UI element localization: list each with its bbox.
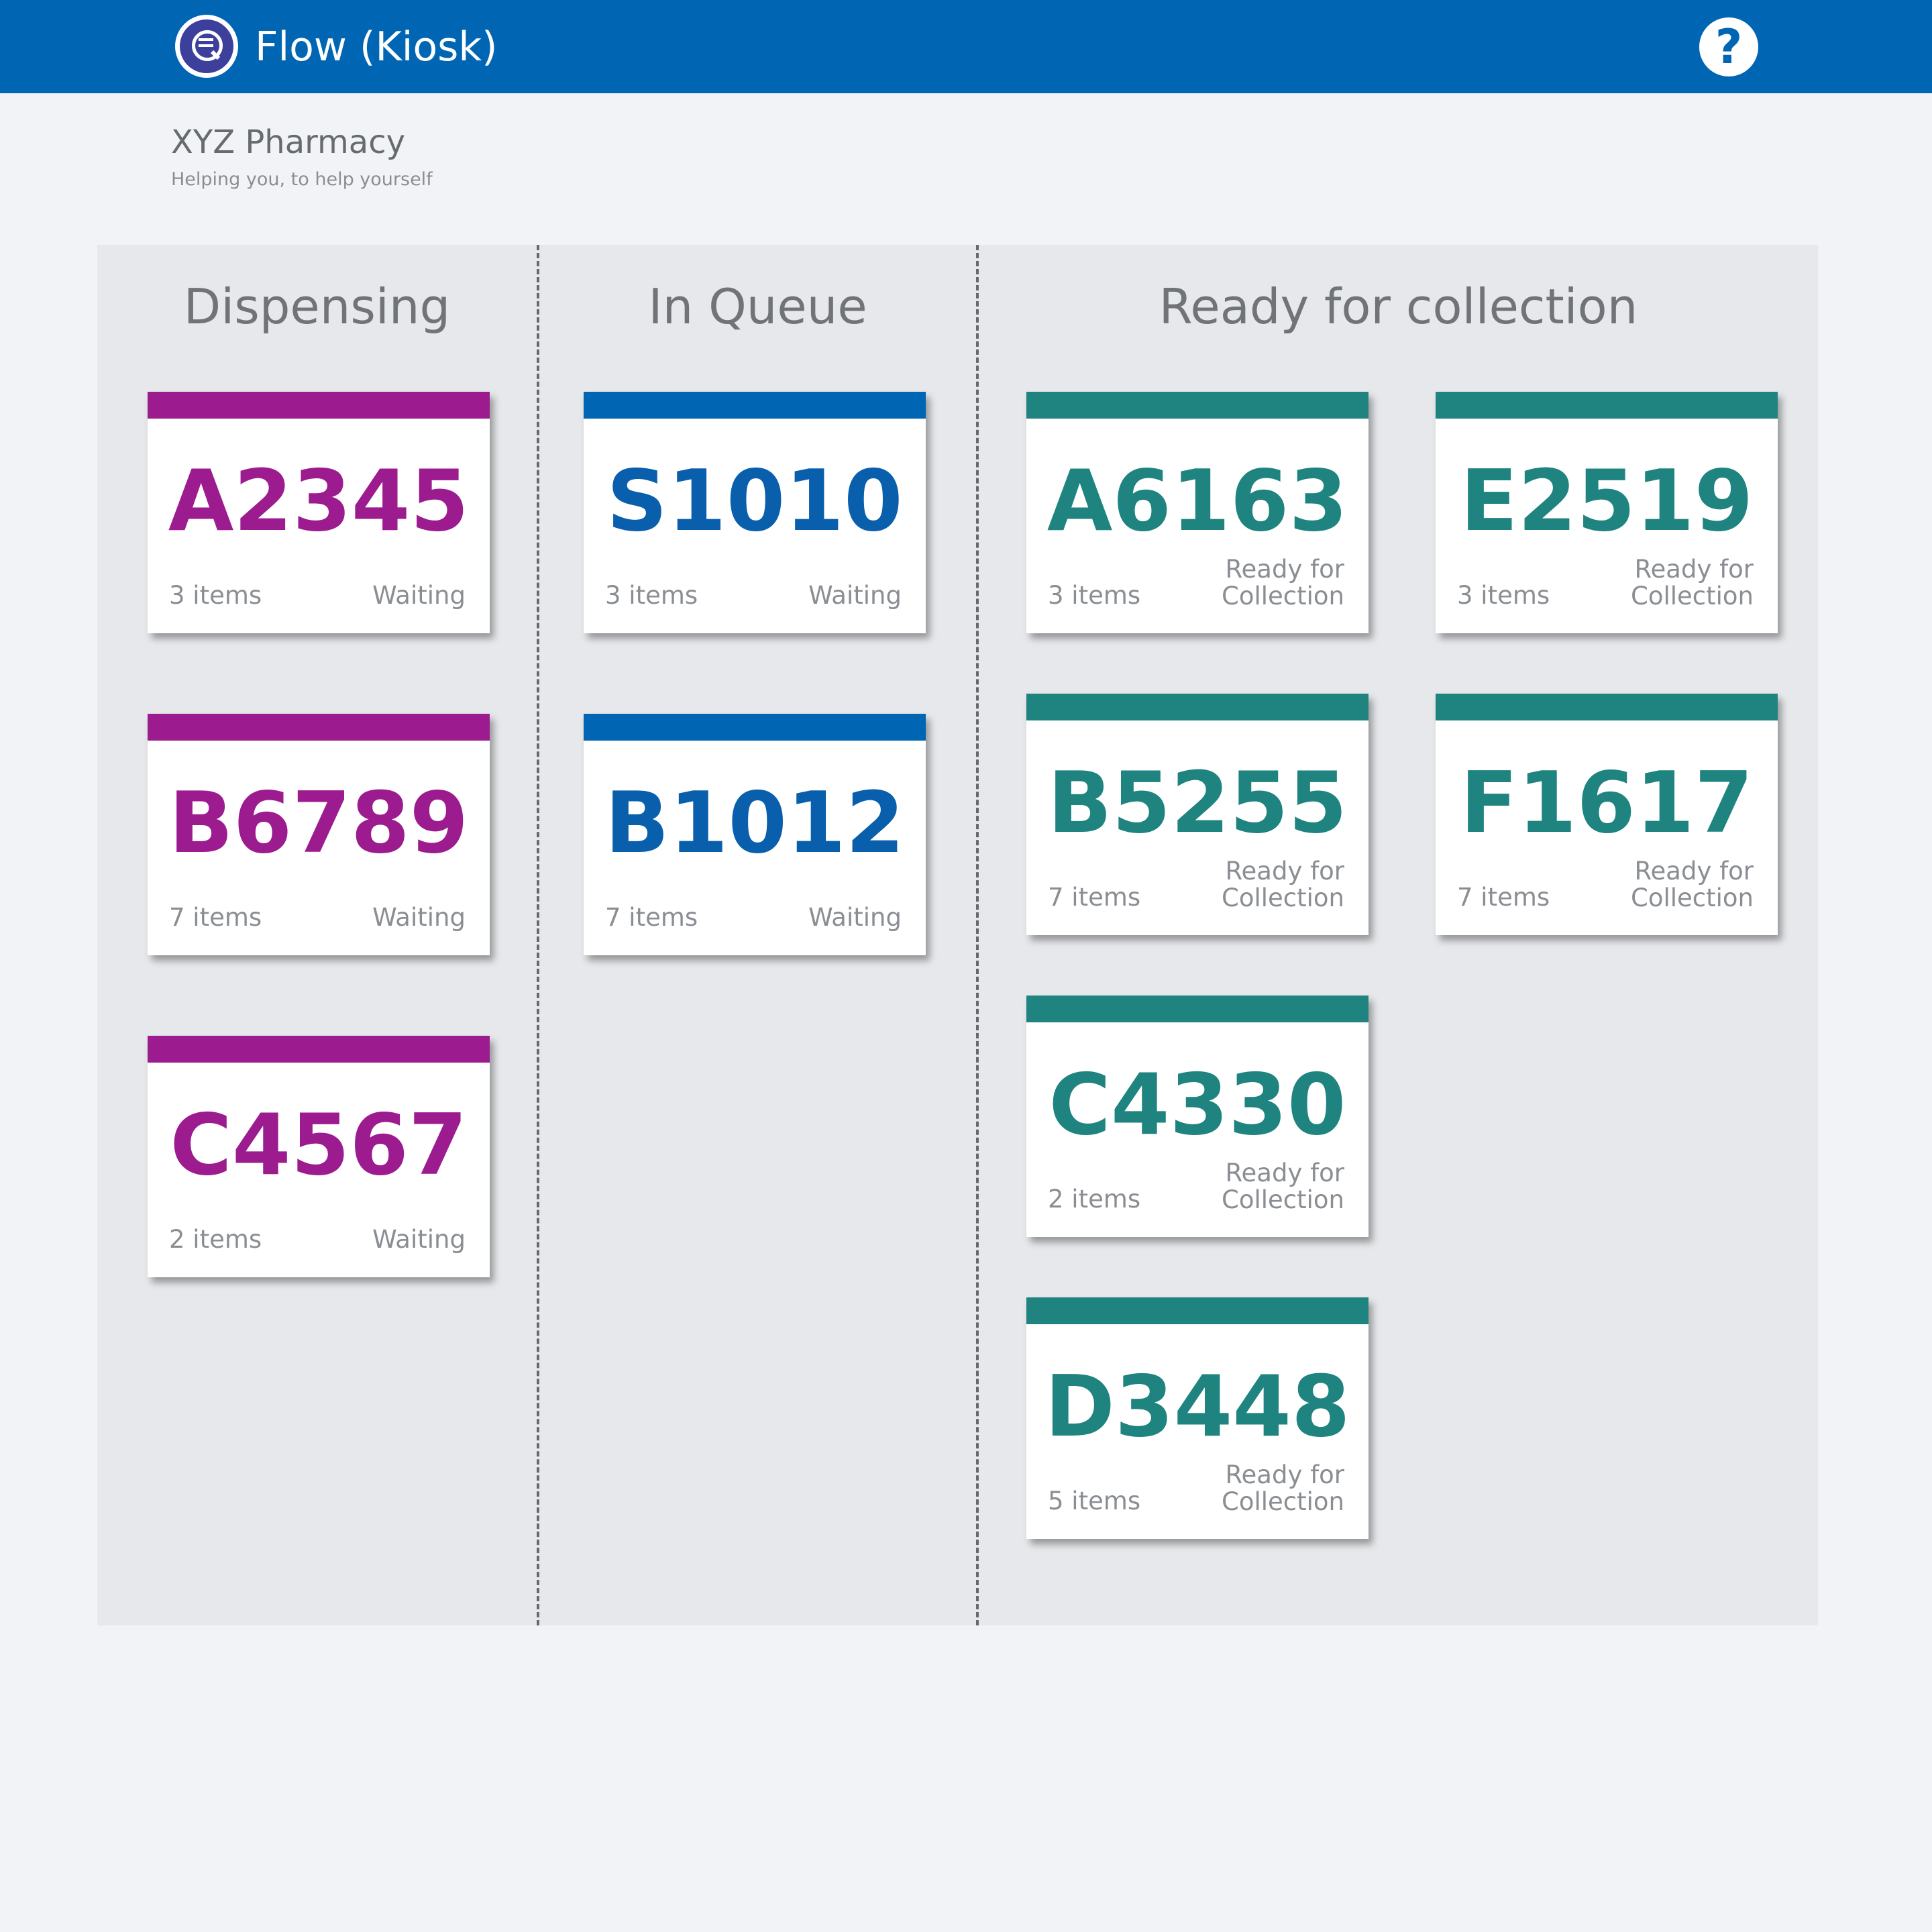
flow-logo-icon — [175, 15, 238, 78]
column-title-dispensing: Dispensing — [183, 278, 451, 335]
app-title: Flow (Kiosk) — [255, 23, 498, 70]
order-code: S1010 — [606, 451, 903, 550]
card-color-strip — [148, 392, 490, 419]
order-card-C4330[interactable]: C4330 2 items Ready for Collection — [1026, 996, 1368, 1237]
order-code: C4330 — [1049, 1055, 1346, 1154]
order-status: Ready for Collection — [1221, 1159, 1344, 1214]
item-count: 7 items — [605, 903, 698, 932]
order-status: Ready for Collection — [1221, 857, 1344, 912]
column-divider — [976, 245, 979, 1625]
order-card-S1010[interactable]: S1010 3 items Waiting — [584, 392, 926, 633]
card-color-strip — [148, 714, 490, 741]
order-status: Waiting — [808, 581, 902, 610]
card-color-strip — [1026, 392, 1368, 419]
card-color-strip — [584, 714, 926, 741]
top-bar: Flow (Kiosk) ? — [0, 0, 1932, 93]
order-status: Ready for Collection — [1221, 555, 1344, 610]
item-count: 7 items — [1048, 883, 1141, 912]
order-status: Waiting — [372, 903, 466, 932]
card-color-strip — [1026, 996, 1368, 1022]
order-card-B6789[interactable]: B6789 7 items Waiting — [148, 714, 490, 955]
order-code: C4567 — [170, 1095, 468, 1194]
help-icon[interactable]: ? — [1699, 17, 1758, 76]
column-divider — [537, 245, 539, 1625]
item-count: 3 items — [169, 581, 262, 610]
order-card-B1012[interactable]: B1012 7 items Waiting — [584, 714, 926, 955]
order-card-B5255[interactable]: B5255 7 items Ready for Collection — [1026, 694, 1368, 935]
order-card-A6163[interactable]: A6163 3 items Ready for Collection — [1026, 392, 1368, 633]
order-card-D3448[interactable]: D3448 5 items Ready for Collection — [1026, 1297, 1368, 1539]
order-status: Ready for Collection — [1221, 1460, 1344, 1516]
order-code: A6163 — [1046, 451, 1348, 550]
order-code: B1012 — [604, 773, 905, 872]
order-status: Waiting — [372, 1225, 466, 1254]
column-title-ready: Ready for collection — [1159, 278, 1638, 335]
item-count: 7 items — [169, 903, 262, 932]
order-status: Ready for Collection — [1630, 857, 1754, 912]
item-count: 2 items — [1048, 1185, 1141, 1214]
card-color-strip — [1436, 392, 1778, 419]
order-card-F1617[interactable]: F1617 7 items Ready for Collection — [1436, 694, 1778, 935]
order-code: D3448 — [1044, 1357, 1350, 1456]
order-code: A2345 — [168, 451, 470, 550]
card-color-strip — [1026, 1297, 1368, 1324]
item-count: 3 items — [605, 581, 698, 610]
order-status: Waiting — [372, 581, 466, 610]
order-card-A2345[interactable]: A2345 3 items Waiting — [148, 392, 490, 633]
card-color-strip — [148, 1036, 490, 1063]
item-count: 3 items — [1048, 581, 1141, 610]
order-code: B6789 — [168, 773, 469, 872]
item-count: 2 items — [169, 1225, 262, 1254]
order-status: Waiting — [808, 903, 902, 932]
pharmacy-tagline: Helping you, to help yourself — [171, 169, 433, 190]
item-count: 7 items — [1457, 883, 1550, 912]
card-color-strip — [1436, 694, 1778, 720]
order-code: B5255 — [1047, 753, 1348, 852]
item-count: 5 items — [1048, 1487, 1141, 1515]
order-card-C4567[interactable]: C4567 2 items Waiting — [148, 1036, 490, 1277]
item-count: 3 items — [1457, 581, 1550, 610]
order-status: Ready for Collection — [1630, 555, 1754, 610]
card-color-strip — [584, 392, 926, 419]
column-title-in-queue: In Queue — [648, 278, 867, 335]
order-code: E2519 — [1460, 451, 1754, 550]
card-color-strip — [1026, 694, 1368, 720]
pharmacy-name: XYZ Pharmacy — [171, 123, 405, 161]
order-code: F1617 — [1460, 753, 1754, 852]
order-card-E2519[interactable]: E2519 3 items Ready for Collection — [1436, 392, 1778, 633]
